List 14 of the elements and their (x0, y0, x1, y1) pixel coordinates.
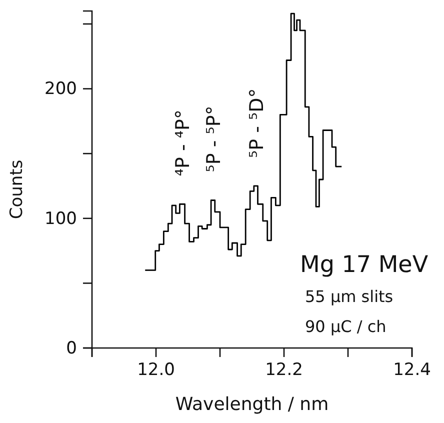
y-axis-title: Counts (7, 160, 27, 220)
x-tick-label: 12.4 (393, 360, 431, 380)
annotation: Mg 17 MeV (300, 252, 428, 278)
x-tick-label: 12.0 (137, 360, 175, 380)
y-tick-label: 0 (66, 338, 77, 358)
y-tick-label: 200 (44, 79, 77, 100)
x-tick-label: 12.2 (265, 360, 303, 380)
annotation: ⁵P - ⁵D° (246, 88, 268, 158)
annotation: ⁵P - ⁵P° (202, 106, 225, 172)
y-tick-label: 100 (44, 208, 77, 229)
x-axis-title: Wavelength / nm (175, 394, 329, 415)
annotation: 55 µm slits (305, 287, 394, 306)
annotation: 90 µC / ch (305, 317, 386, 336)
annotation: ⁴P - ⁴P° (172, 110, 194, 176)
